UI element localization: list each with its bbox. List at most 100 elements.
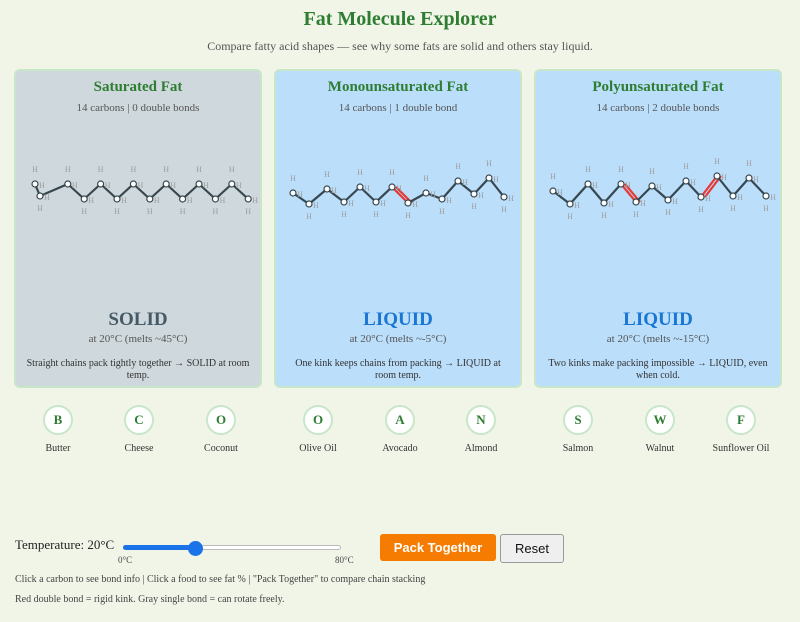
hydrogen-atom: H	[567, 212, 573, 221]
food-label: Cheese	[124, 443, 154, 454]
pack-together-button[interactable]: Pack Together	[380, 534, 496, 561]
carbon-atom[interactable]	[404, 199, 412, 207]
food-salmon[interactable]: S Salmon	[538, 405, 618, 454]
carbon-atom[interactable]	[96, 180, 105, 188]
carbon-atom[interactable]	[485, 174, 493, 182]
hydrogen-atom: H	[114, 207, 120, 216]
carbon-atom[interactable]	[632, 198, 640, 206]
carbon-atom[interactable]	[600, 199, 608, 207]
food-label: Sunflower Oil	[712, 443, 770, 454]
food-avocado[interactable]: A Avocado	[360, 405, 440, 454]
carbon-atom[interactable]	[179, 195, 187, 203]
carbon-atom[interactable]	[289, 189, 297, 197]
food-icon[interactable]: W	[645, 405, 675, 435]
hydrogen-atom: H	[331, 186, 337, 195]
hydrogen-atom: H	[683, 162, 689, 171]
hydrogen-atom: H	[341, 210, 347, 219]
food-icon[interactable]: F	[726, 405, 756, 435]
single-bond	[587, 183, 605, 204]
food-icon[interactable]: O	[206, 405, 236, 435]
single-bond	[198, 183, 217, 200]
carbon-atom[interactable]	[454, 177, 462, 185]
carbon-atom[interactable]	[648, 182, 656, 190]
help-text-line2: Red double bond = rigid kink. Gray singl…	[15, 594, 285, 605]
carbon-atom[interactable]	[195, 180, 203, 188]
carbon-atom[interactable]	[129, 180, 138, 188]
hydrogen-atom: H	[592, 181, 598, 190]
carbon-atom[interactable]	[228, 180, 236, 188]
hydrogen-atom: H	[423, 174, 429, 183]
food-walnut[interactable]: W Walnut	[620, 405, 700, 454]
single-bond	[99, 183, 118, 200]
slider-thumb[interactable]	[188, 541, 203, 556]
carbon-atom[interactable]	[713, 172, 721, 180]
carbon-atom[interactable]	[305, 200, 313, 208]
carbon-atom[interactable]	[388, 183, 396, 191]
carbon-atom[interactable]	[162, 180, 170, 188]
carbon-atom[interactable]	[64, 180, 72, 188]
hydrogen-atom: H	[585, 165, 591, 174]
hydrogen-atom: H	[180, 207, 186, 216]
carbon-atom[interactable]	[438, 195, 446, 203]
panel-title: Polyunsaturated Fat	[592, 79, 724, 95]
food-icon[interactable]: B	[43, 405, 73, 435]
hydrogen-atom: H	[290, 174, 296, 183]
carbon-atom[interactable]	[146, 195, 154, 203]
hydrogen-atom: H	[98, 165, 104, 174]
temperature-slider[interactable]	[123, 541, 341, 556]
carbon-atom[interactable]	[340, 198, 348, 206]
carbon-atom[interactable]	[584, 180, 592, 188]
hydrogen-atom: H	[196, 165, 202, 174]
food-icon[interactable]: S	[563, 405, 593, 435]
melt-info: at 20°C (melts ~-5°C)	[349, 333, 447, 345]
carbon-atom[interactable]	[470, 190, 478, 198]
hydrogen-atom: H	[39, 181, 45, 190]
slider-max-label: 80°C	[335, 555, 354, 565]
single-bond	[343, 186, 361, 203]
carbon-atom[interactable]	[31, 180, 39, 188]
carbon-atom[interactable]	[356, 183, 364, 191]
hydrogen-atom: H	[37, 204, 43, 213]
food-icon[interactable]: A	[385, 405, 415, 435]
reset-button[interactable]: Reset	[500, 534, 564, 563]
carbon-atom[interactable]	[549, 187, 557, 195]
food-icon[interactable]: N	[466, 405, 496, 435]
carbon-atom[interactable]	[80, 195, 88, 203]
carbon-atom[interactable]	[36, 192, 44, 200]
carbon-atom[interactable]	[729, 192, 737, 200]
food-cheese[interactable]: C Cheese	[99, 405, 179, 454]
panel-subtitle: 14 carbons | 0 double bonds	[76, 102, 200, 114]
hydrogen-atom: H	[121, 196, 127, 205]
carbon-atom[interactable]	[323, 185, 331, 193]
hydrogen-atom: H	[396, 184, 402, 193]
carbon-atom[interactable]	[617, 180, 625, 188]
hydrogen-atom: H	[446, 196, 452, 205]
carbon-atom[interactable]	[762, 192, 770, 200]
carbon-atom[interactable]	[500, 193, 508, 201]
carbon-atom[interactable]	[682, 177, 690, 185]
carbon-atom[interactable]	[566, 200, 574, 208]
carbon-atom[interactable]	[372, 198, 380, 206]
carbon-atom[interactable]	[113, 195, 121, 203]
food-icon[interactable]: O	[303, 405, 333, 435]
carbon-atom[interactable]	[745, 174, 753, 182]
carbon-atom[interactable]	[664, 196, 672, 204]
food-butter[interactable]: B Butter	[18, 405, 98, 454]
carbon-atom[interactable]	[422, 189, 430, 197]
carbon-atom[interactable]	[211, 195, 219, 203]
hydrogen-atom: H	[640, 199, 646, 208]
carbon-atom[interactable]	[244, 195, 252, 203]
carbon-atom[interactable]	[697, 193, 705, 201]
hydrogen-atom: H	[753, 175, 759, 184]
food-sunflower-oil[interactable]: F Sunflower Oil	[701, 405, 781, 454]
hydrogen-atom: H	[770, 193, 776, 202]
food-almond[interactable]: N Almond	[441, 405, 521, 454]
food-coconut[interactable]: O Coconut	[181, 405, 261, 454]
food-icon[interactable]: C	[124, 405, 154, 435]
food-olive-oil[interactable]: O Olive Oil	[278, 405, 358, 454]
hydrogen-atom: H	[324, 170, 330, 179]
hydrogen-atom: H	[721, 173, 727, 182]
